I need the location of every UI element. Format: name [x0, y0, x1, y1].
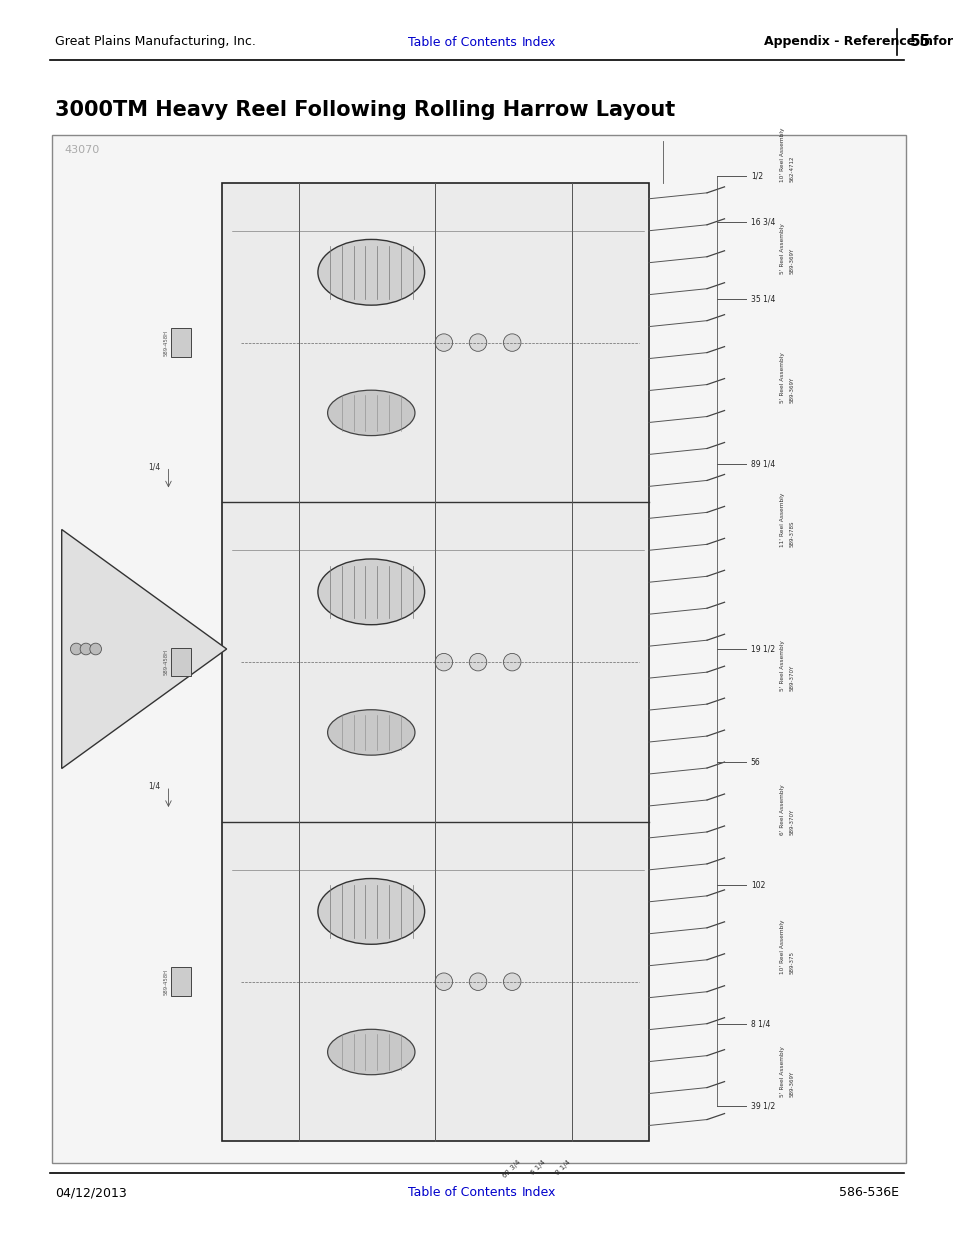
Text: 11' Reel Assembly: 11' Reel Assembly: [779, 493, 784, 547]
Text: 589-375: 589-375: [789, 951, 794, 973]
Text: 5' Reel Assembly: 5' Reel Assembly: [779, 640, 784, 690]
Text: 8 1/4: 8 1/4: [750, 1020, 769, 1029]
Polygon shape: [62, 530, 227, 768]
Text: 589-369Y: 589-369Y: [789, 377, 794, 403]
Text: 5' Reel Assembly: 5' Reel Assembly: [779, 1046, 784, 1097]
Text: 10' Reel Assembly: 10' Reel Assembly: [779, 127, 784, 182]
Ellipse shape: [327, 710, 415, 755]
Text: 62 3/4: 62 3/4: [501, 1160, 521, 1179]
Circle shape: [90, 643, 101, 655]
Text: 3000TM Heavy Reel Following Rolling Harrow Layout: 3000TM Heavy Reel Following Rolling Harr…: [55, 100, 675, 120]
Text: 1/2: 1/2: [750, 172, 762, 180]
Text: 10' Reel Assembly: 10' Reel Assembly: [779, 919, 784, 973]
Text: 1/4: 1/4: [148, 782, 160, 790]
Text: 19 1/2: 19 1/2: [750, 645, 774, 653]
Circle shape: [503, 653, 520, 671]
Text: 04/12/2013: 04/12/2013: [55, 1187, 127, 1199]
Text: 589-458H: 589-458H: [163, 650, 169, 676]
Text: 16 3/4: 16 3/4: [750, 217, 774, 227]
Text: 89 1/4: 89 1/4: [750, 459, 774, 468]
Circle shape: [469, 653, 486, 671]
Text: Index: Index: [521, 36, 556, 48]
Text: 56: 56: [750, 757, 760, 767]
Text: 6' Reel Assembly: 6' Reel Assembly: [779, 784, 784, 835]
Text: 589-458H: 589-458H: [163, 968, 169, 994]
Text: 43070: 43070: [64, 144, 99, 156]
Text: 102: 102: [750, 881, 764, 890]
Bar: [172, 329, 191, 357]
Text: 589-378S: 589-378S: [789, 520, 794, 547]
Text: Index: Index: [521, 1187, 556, 1199]
Circle shape: [503, 333, 520, 351]
Ellipse shape: [317, 240, 424, 305]
Text: 562-4712: 562-4712: [789, 156, 794, 182]
Bar: [172, 648, 191, 677]
Text: 589-369Y: 589-369Y: [789, 248, 794, 274]
Text: 8 1/4: 8 1/4: [555, 1160, 571, 1177]
Text: 589-370Y: 589-370Y: [789, 664, 794, 690]
Ellipse shape: [317, 878, 424, 945]
Text: 1/4: 1/4: [148, 462, 160, 471]
Text: 39 1/2: 39 1/2: [750, 1102, 774, 1112]
Circle shape: [435, 333, 452, 351]
Circle shape: [80, 643, 91, 655]
Text: 586-536E: 586-536E: [838, 1187, 898, 1199]
Text: 5' Reel Assembly: 5' Reel Assembly: [779, 352, 784, 403]
Text: 5' Reel Assembly: 5' Reel Assembly: [779, 224, 784, 274]
Bar: [52, 135, 905, 1163]
Text: 35 1/4: 35 1/4: [750, 295, 774, 304]
Ellipse shape: [327, 1029, 415, 1074]
Text: 589-458H: 589-458H: [163, 330, 169, 356]
Bar: [172, 967, 191, 997]
Text: Table of Contents: Table of Contents: [407, 36, 516, 48]
Text: Table of Contents: Table of Contents: [407, 1187, 516, 1199]
Bar: [222, 183, 648, 1141]
Circle shape: [435, 973, 452, 990]
Circle shape: [435, 653, 452, 671]
Circle shape: [503, 973, 520, 990]
Text: 589-370Y: 589-370Y: [789, 809, 794, 835]
Text: Appendix - Reference Information: Appendix - Reference Information: [763, 36, 953, 48]
Circle shape: [469, 333, 486, 351]
Text: 55: 55: [909, 35, 930, 49]
Text: 6 1/4: 6 1/4: [529, 1160, 546, 1177]
Text: 589-369Y: 589-369Y: [789, 1071, 794, 1097]
Text: Great Plains Manufacturing, Inc.: Great Plains Manufacturing, Inc.: [55, 36, 255, 48]
Circle shape: [469, 973, 486, 990]
Ellipse shape: [317, 559, 424, 625]
Circle shape: [71, 643, 82, 655]
Ellipse shape: [327, 390, 415, 436]
